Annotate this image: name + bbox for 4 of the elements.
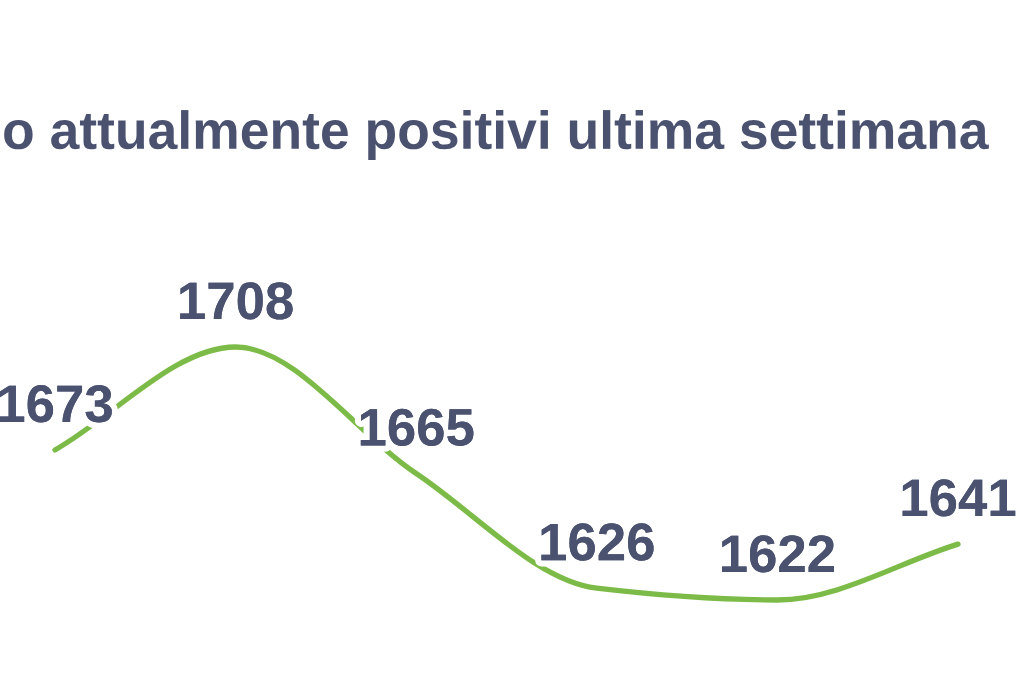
data-label: 1708 [180,282,293,320]
data-label: 1641 [902,479,1016,517]
data-label: 1622 [722,535,834,573]
chart-title: o attualmente positivi ultima settimana [4,110,989,160]
